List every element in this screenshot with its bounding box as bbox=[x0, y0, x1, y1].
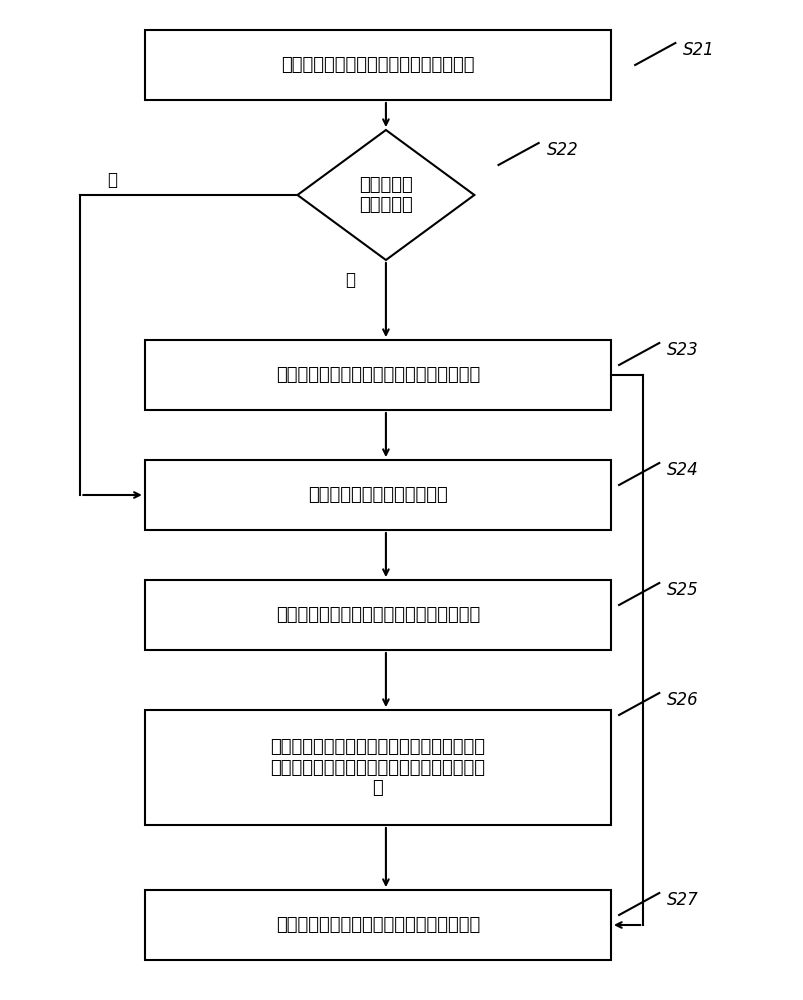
Text: 经由充电桩获取请求车辆的车辆识别信息: 经由充电桩获取请求车辆的车辆识别信息 bbox=[281, 56, 474, 74]
Text: S24: S24 bbox=[666, 461, 698, 479]
Text: S26: S26 bbox=[666, 691, 698, 709]
FancyBboxPatch shape bbox=[145, 30, 610, 100]
Text: S21: S21 bbox=[683, 41, 714, 59]
Text: 获取预设充电曲线对应的预设车型信息，并将
所述预设车型信息作为所述请求车辆的车型信
息: 获取预设充电曲线对应的预设车型信息，并将 所述预设车型信息作为所述请求车辆的车型… bbox=[270, 738, 485, 797]
Text: S25: S25 bbox=[666, 581, 698, 599]
Text: S23: S23 bbox=[666, 341, 698, 359]
FancyBboxPatch shape bbox=[145, 460, 610, 530]
Text: 查询与实际充电曲线相匹配的预设充电曲线: 查询与实际充电曲线相匹配的预设充电曲线 bbox=[275, 606, 479, 624]
Text: 获取请求车辆的实际充电曲线: 获取请求车辆的实际充电曲线 bbox=[308, 486, 447, 504]
Text: S27: S27 bbox=[666, 891, 698, 909]
Text: 是: 是 bbox=[344, 271, 354, 289]
Text: S22: S22 bbox=[546, 141, 577, 159]
Text: 车辆识别信
息获取成功: 车辆识别信 息获取成功 bbox=[359, 176, 412, 214]
FancyBboxPatch shape bbox=[145, 710, 610, 825]
FancyBboxPatch shape bbox=[145, 580, 610, 650]
Text: 否: 否 bbox=[108, 171, 117, 189]
Polygon shape bbox=[297, 130, 474, 260]
FancyBboxPatch shape bbox=[145, 340, 610, 410]
Text: 将车型信息与请求车辆的车辆账号相互关联: 将车型信息与请求车辆的车辆账号相互关联 bbox=[275, 916, 479, 934]
Text: 根据车辆识别信息获取请求车辆的车型信息: 根据车辆识别信息获取请求车辆的车型信息 bbox=[275, 366, 479, 384]
FancyBboxPatch shape bbox=[145, 890, 610, 960]
